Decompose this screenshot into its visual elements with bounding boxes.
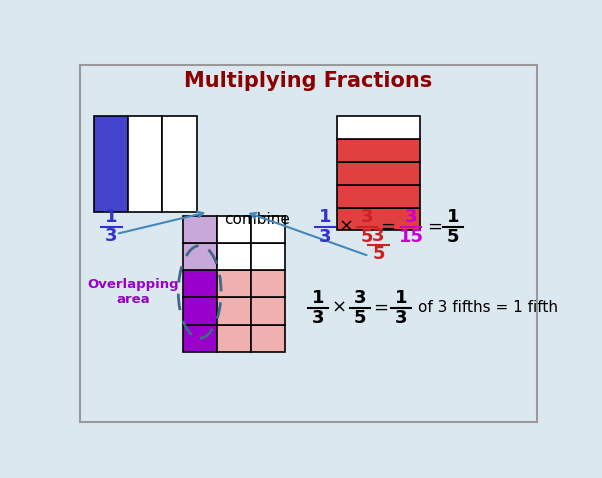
Text: 1: 1	[447, 208, 459, 226]
Text: ×: ×	[331, 299, 346, 316]
Bar	[217, 216, 251, 243]
Text: of 3 fifths = 1 fifth: of 3 fifths = 1 fifth	[418, 300, 558, 315]
Text: Overlapping
area: Overlapping area	[88, 278, 179, 306]
Bar	[251, 216, 285, 243]
Text: 5: 5	[353, 309, 366, 326]
Text: 1: 1	[395, 289, 407, 307]
Bar	[251, 243, 285, 270]
Bar	[182, 216, 217, 243]
Text: =: =	[380, 217, 396, 236]
Text: Multiplying Fractions: Multiplying Fractions	[184, 71, 433, 91]
Bar	[163, 116, 196, 212]
Bar	[182, 270, 217, 297]
FancyBboxPatch shape	[80, 65, 537, 422]
Text: 3: 3	[395, 309, 407, 326]
Bar	[337, 116, 421, 139]
Bar	[182, 243, 217, 270]
Bar	[94, 116, 128, 212]
Text: 1: 1	[318, 208, 331, 226]
Bar	[337, 139, 421, 162]
Text: 5: 5	[361, 228, 373, 246]
Bar	[217, 325, 251, 352]
Bar	[217, 270, 251, 297]
Bar	[182, 297, 217, 325]
Text: =: =	[427, 217, 442, 236]
Text: 5: 5	[447, 228, 459, 246]
Bar	[251, 325, 285, 352]
Text: 5: 5	[372, 245, 385, 263]
Bar	[128, 116, 163, 212]
Bar	[337, 207, 421, 230]
Text: ×: ×	[338, 217, 353, 236]
Text: combine: combine	[225, 212, 290, 227]
Text: =: =	[373, 299, 388, 316]
Bar	[337, 162, 421, 185]
Text: 15: 15	[399, 228, 424, 246]
Text: 1: 1	[312, 289, 324, 307]
Text: 3: 3	[318, 228, 331, 246]
Text: 1: 1	[105, 208, 117, 227]
Bar	[217, 243, 251, 270]
Bar	[217, 297, 251, 325]
Text: 3: 3	[361, 208, 373, 226]
Text: 3: 3	[405, 208, 417, 226]
Bar	[337, 185, 421, 207]
Bar	[251, 270, 285, 297]
Text: 3: 3	[312, 309, 324, 326]
Text: 3: 3	[105, 227, 117, 245]
Text: 3: 3	[372, 227, 385, 245]
Bar	[182, 325, 217, 352]
Bar	[251, 297, 285, 325]
Text: 3: 3	[353, 289, 366, 307]
